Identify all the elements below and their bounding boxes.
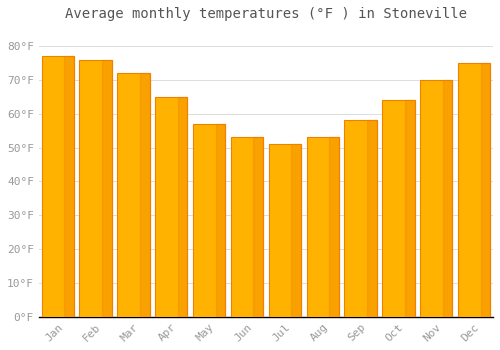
Title: Average monthly temperatures (°F ) in Stoneville: Average monthly temperatures (°F ) in St… — [65, 7, 467, 21]
Bar — [231, 138, 263, 317]
Bar — [193, 124, 225, 317]
Bar — [254, 138, 263, 317]
Bar — [442, 80, 452, 317]
Bar — [64, 56, 74, 317]
Bar — [140, 73, 149, 317]
Bar — [367, 120, 376, 317]
Bar — [420, 80, 452, 317]
Bar — [382, 100, 414, 317]
Bar — [269, 144, 301, 317]
Bar — [292, 144, 301, 317]
Bar — [80, 60, 112, 317]
Bar — [102, 60, 112, 317]
Bar — [306, 138, 339, 317]
Bar — [405, 100, 414, 317]
Bar — [458, 63, 490, 317]
Bar — [118, 73, 150, 317]
Bar — [155, 97, 188, 317]
Bar — [216, 124, 225, 317]
Bar — [344, 120, 376, 317]
Bar — [42, 56, 74, 317]
Bar — [178, 97, 188, 317]
Bar — [480, 63, 490, 317]
Bar — [329, 138, 339, 317]
